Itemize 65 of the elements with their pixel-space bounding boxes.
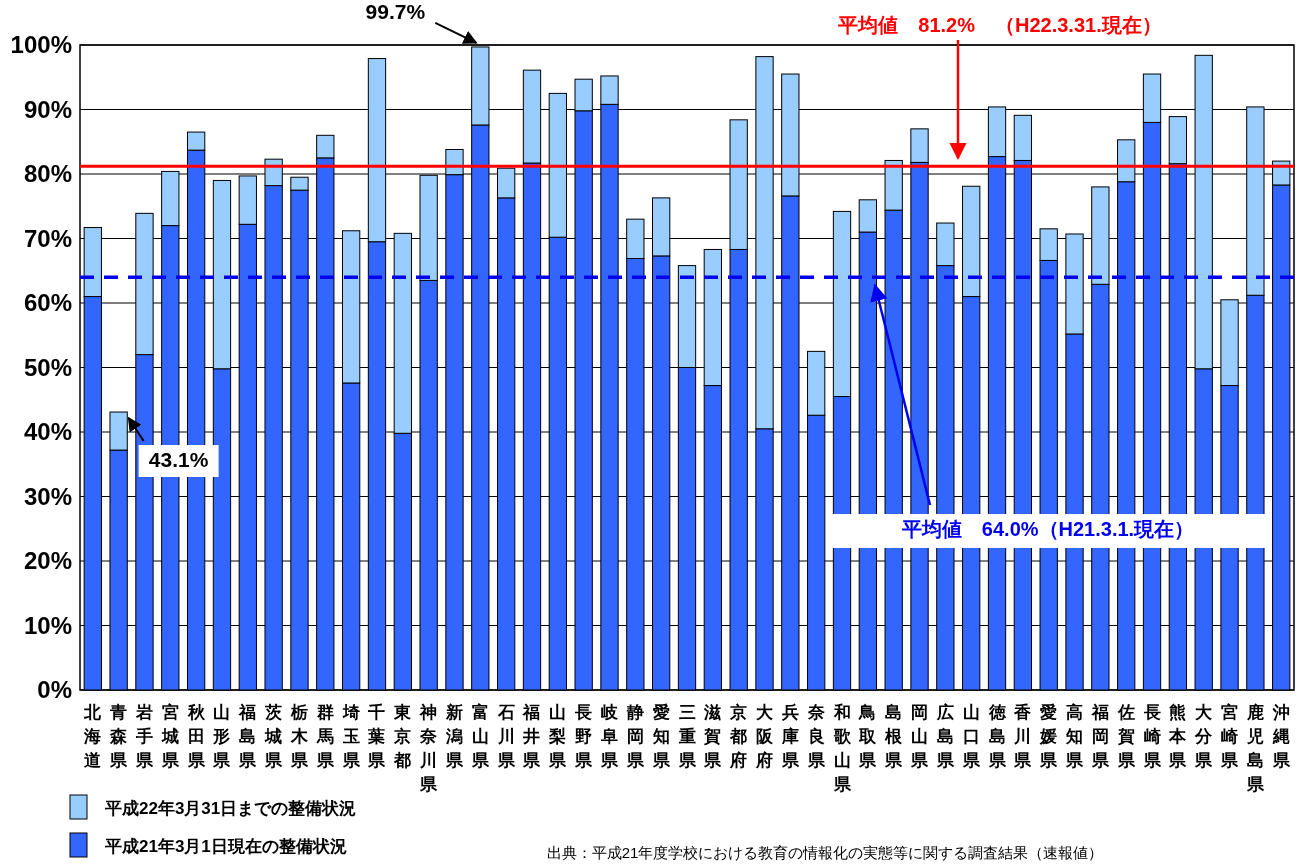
y-tick-label: 90%: [23, 95, 72, 123]
x-tick-label: 石川県: [496, 703, 516, 770]
x-tick-label: 新潟県: [444, 703, 464, 770]
x-tick-label: 秋田県: [186, 703, 206, 770]
x-tick-label: 高知県: [1065, 703, 1085, 770]
x-tick-label: 山梨県: [548, 703, 568, 770]
x-tick-label: 徳島県: [987, 703, 1007, 770]
x-tick-label: 福井県: [522, 703, 542, 770]
x-tick-label: 香川県: [1013, 703, 1033, 770]
x-tick-label: 愛媛県: [1039, 703, 1059, 770]
source-note: 出典：平成21年度学校における教育の情報化の実態等に関する調査結果（速報値）: [546, 844, 1104, 861]
legend-label: 平成21年3月1日現在の整備状況: [104, 837, 347, 856]
x-tick-label: 京都府: [729, 703, 748, 770]
x-tick-label: 鳥取県: [858, 703, 878, 770]
x-tick-label: 宮城県: [160, 703, 180, 770]
x-tick-label: 三重県: [677, 703, 697, 770]
x-tick-label: 栃木県: [289, 703, 309, 770]
x-tick-label: 岩手県: [134, 703, 154, 770]
x-tick-label: 福島県: [238, 703, 258, 770]
y-tick-label: 40%: [23, 418, 72, 446]
x-tick-label: 神奈川県: [419, 703, 439, 794]
annotation: 43.1%: [148, 448, 209, 472]
x-tick-label: 大分県: [1194, 703, 1214, 770]
x-tick-label: 奈良県: [806, 703, 826, 770]
y-tick-label: 100%: [10, 31, 72, 59]
x-tick-label: 熊本県: [1168, 703, 1188, 770]
ref-line-label: 平均値 81.2% （H22.3.31.現在）: [837, 14, 1162, 36]
x-tick-label: 兵庫県: [780, 703, 800, 770]
legend-label: 平成22年3月31日までの整備状況: [104, 799, 357, 818]
x-tick-label: 愛知県: [651, 703, 671, 770]
x-tick-label: 静岡県: [625, 703, 645, 770]
x-tick-label: 群馬県: [315, 703, 335, 770]
x-tick-label: 福岡県: [1090, 703, 1110, 770]
y-tick-label: 10%: [23, 611, 72, 639]
x-tick-label: 広島県: [935, 703, 955, 770]
x-tick-label: 宮崎県: [1220, 703, 1240, 770]
y-tick-label: 20%: [23, 547, 72, 575]
x-tick-label: 東京都: [393, 703, 413, 770]
x-tick-label: 佐賀県: [1116, 703, 1136, 770]
y-tick-label: 80%: [23, 160, 72, 188]
y-tick-label: 70%: [23, 224, 72, 252]
x-tick-label: 長崎県: [1142, 703, 1162, 770]
x-tick-label: 岐阜県: [599, 703, 619, 770]
x-tick-label: 鹿児島県: [1245, 703, 1265, 794]
y-tick-label: 30%: [23, 482, 72, 510]
annotation: 99.7%: [365, 0, 426, 23]
x-tick-label: 長野県: [574, 703, 594, 770]
y-tick-label: 60%: [23, 289, 72, 317]
y-tick-label: 50%: [23, 353, 72, 381]
x-tick-label: 北海道: [83, 703, 103, 770]
x-tick-label: 千葉県: [367, 703, 387, 770]
x-tick-label: 大阪府: [755, 703, 775, 770]
x-tick-label: 岡山県: [910, 703, 930, 770]
y-tick-label: 0%: [37, 676, 72, 704]
x-tick-label: 富山県: [470, 703, 490, 770]
x-tick-label: 青森県: [109, 703, 129, 770]
x-tick-label: 沖縄県: [1271, 703, 1291, 770]
x-tick-label: 滋賀県: [703, 703, 723, 770]
ref-line-label: 平均値 64.0%（H21.3.1.現在）: [900, 518, 1195, 540]
x-tick-label: 茨城県: [264, 703, 284, 770]
x-tick-label: 埼玉県: [341, 703, 361, 770]
x-tick-label: 山口県: [961, 703, 981, 770]
x-tick-label: 島根県: [884, 703, 904, 770]
x-tick-label: 山形県: [212, 703, 232, 770]
x-tick-label: 和歌山県: [832, 703, 852, 794]
